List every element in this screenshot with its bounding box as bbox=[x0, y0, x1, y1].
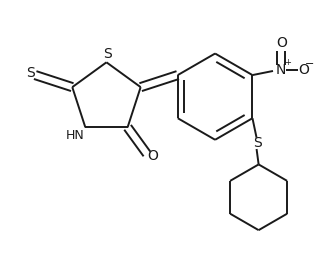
Text: N: N bbox=[276, 63, 286, 77]
Text: S: S bbox=[103, 47, 112, 61]
Text: HN: HN bbox=[66, 129, 84, 142]
Text: +: + bbox=[284, 58, 291, 67]
Text: O: O bbox=[276, 36, 287, 50]
Text: S: S bbox=[253, 136, 262, 150]
Text: O: O bbox=[298, 63, 309, 77]
Text: −: − bbox=[305, 59, 315, 69]
Text: S: S bbox=[26, 66, 34, 80]
Text: O: O bbox=[148, 149, 158, 163]
